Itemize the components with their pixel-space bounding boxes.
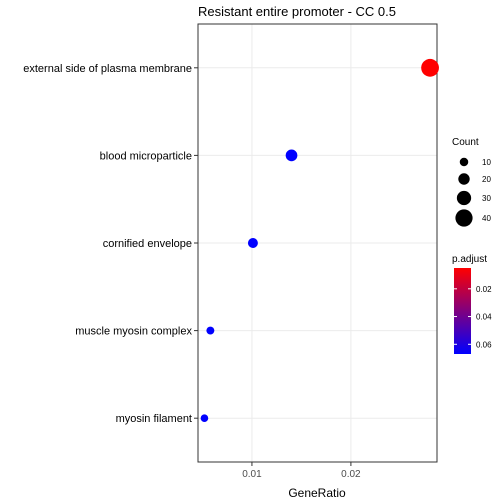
count-legend-label: 40: [482, 214, 491, 223]
count-legend-key: [455, 209, 473, 227]
plot-panel: external side of plasma membrane blood mi…: [23, 23, 439, 480]
y-tick-label: myosin filament: [116, 413, 192, 425]
y-tick-label: external side of plasma membrane: [23, 63, 192, 75]
count-legend-key: [459, 157, 469, 167]
count-legend-key: [456, 190, 472, 206]
data-point: [247, 238, 258, 248]
data-point: [200, 414, 209, 423]
x-tick-label: 0.02: [341, 469, 361, 480]
count-legend-key: [458, 173, 470, 185]
data-point: [421, 58, 439, 77]
data-point: [206, 326, 215, 335]
y-tick-label: muscle myosin complex: [75, 326, 192, 338]
count-legend-label: 30: [482, 194, 491, 203]
data-point: [285, 149, 298, 162]
colorbar-tick-label: 0.04: [476, 313, 492, 322]
x-tick-label: 0.01: [242, 469, 262, 480]
y-tick-label: cornified envelope: [103, 238, 192, 250]
p-adjust-legend-title: p.adjust: [452, 254, 487, 265]
p-adjust-colorbar: [454, 268, 471, 354]
p-adjust-legend: p.adjust 0.02 0.04 0.06: [452, 254, 492, 354]
y-tick-label: blood microparticle: [100, 150, 192, 162]
colorbar-tick-label: 0.06: [476, 340, 492, 349]
count-legend-title: Count: [452, 137, 479, 148]
x-axis-title: GeneRatio: [288, 486, 346, 500]
chart-title: Resistant entire promoter - CC 0.5: [198, 4, 396, 19]
count-legend-label: 20: [482, 175, 491, 184]
colorbar-tick-label: 0.02: [476, 285, 492, 294]
count-legend-label: 10: [482, 158, 491, 167]
count-legend: Count 10 20 30 40: [452, 137, 491, 227]
